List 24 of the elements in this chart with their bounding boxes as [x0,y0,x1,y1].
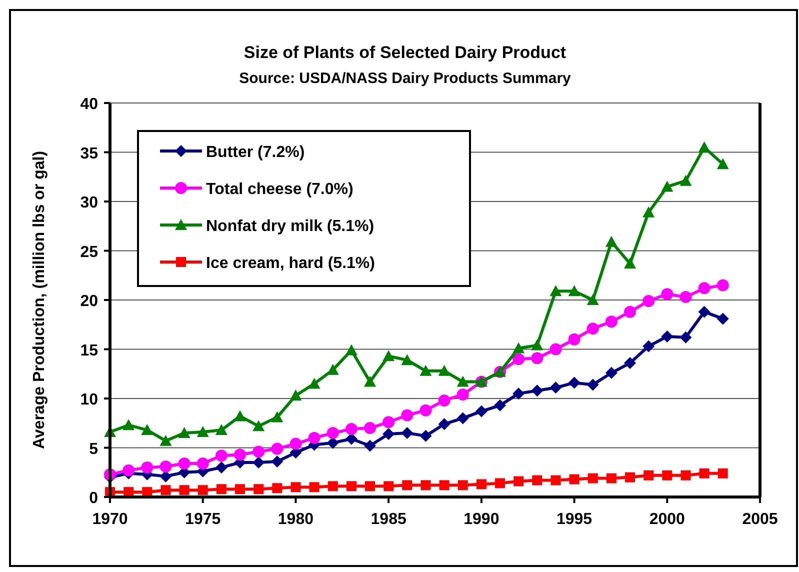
x-tick-label: 1995 [556,511,592,528]
x-tick-label: 2000 [649,511,686,528]
y-tick-label: 20 [80,293,98,310]
y-tick-label: 25 [80,244,98,261]
y-tick-label: 5 [89,440,98,458]
y-tick-label: 0 [89,490,98,507]
y-axis-title: Average Production, (million lbs or gal) [31,150,48,450]
chart-subtitle: Source: USDA/NASS Dairy Products Summary [239,70,572,87]
legend-label: Total cheese (7.0%) [206,181,354,198]
x-tick-label: 1990 [464,511,500,528]
x-tick-label: 1975 [185,511,221,528]
legend-label: Ice cream, hard (5.1%) [206,255,375,272]
x-tick-label: 2005 [742,511,778,528]
chart-title: Size of Plants of Selected Dairy Product [244,43,566,62]
y-tick-label: 40 [80,96,98,113]
y-tick-label: 35 [80,145,98,162]
x-tick-label: 1985 [370,511,406,528]
x-tick-label: 1970 [92,511,128,528]
y-tick-label: 15 [80,342,98,360]
y-tick-label: 30 [80,194,98,212]
legend-label: Nonfat dry milk (5.1%) [206,218,374,235]
x-tick-label: 1980 [278,511,314,528]
legend-label: Butter (7.2%) [206,144,305,161]
y-tick-label: 10 [80,392,98,408]
